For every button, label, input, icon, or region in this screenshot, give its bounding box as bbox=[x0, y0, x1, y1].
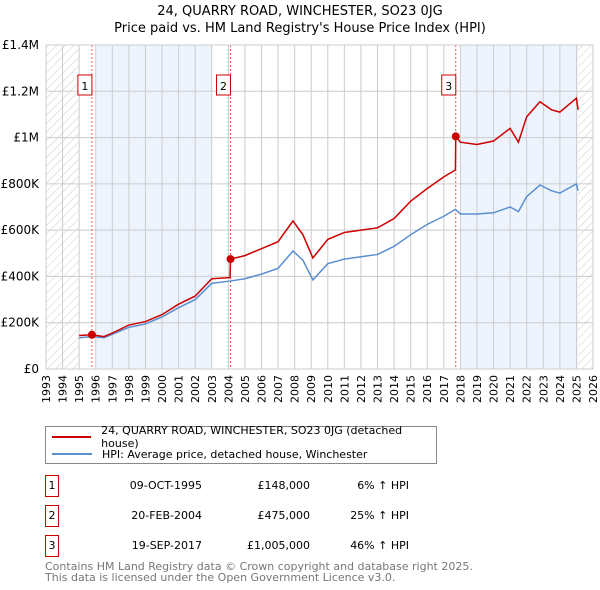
marker-badge: 2 bbox=[45, 505, 59, 527]
shaded-region bbox=[95, 45, 212, 369]
x-tick-label: 2025 bbox=[570, 375, 583, 403]
plot-frame bbox=[45, 44, 594, 370]
x-tick-label: 2003 bbox=[206, 375, 219, 403]
x-tick-label: 2005 bbox=[239, 375, 252, 403]
x-tick-label: 1993 bbox=[40, 375, 53, 403]
x-tick-label: 2014 bbox=[388, 375, 401, 403]
x-tick-label: 2019 bbox=[471, 375, 484, 403]
date: 19-SEP-2017 bbox=[131, 539, 202, 552]
x-tick-label: 2007 bbox=[272, 375, 285, 403]
x-tick-label: 2001 bbox=[173, 375, 186, 403]
legend-item-hpi: HPI: Average price, detached house, Winc… bbox=[52, 446, 367, 462]
x-tick-label: 1999 bbox=[139, 375, 152, 403]
sale-label: 2 bbox=[220, 80, 227, 93]
date: 20-FEB-2004 bbox=[131, 509, 202, 522]
x-tick-label: 2008 bbox=[289, 375, 302, 403]
x-tick-label: 1998 bbox=[123, 375, 136, 403]
x-tick-label: 2021 bbox=[504, 375, 517, 403]
x-tick-label: 2022 bbox=[521, 375, 534, 403]
shaded-region bbox=[460, 45, 579, 369]
legend-label: 24, QUARRY ROAD, WINCHESTER, SO23 0JG (d… bbox=[101, 424, 403, 450]
y-tick-label: £800K bbox=[1, 177, 41, 191]
hpi-diff: 25% ↑ HPI bbox=[350, 509, 409, 522]
x-tick-label: 2010 bbox=[322, 375, 335, 403]
series-line bbox=[79, 182, 579, 339]
x-tick-label: 1996 bbox=[90, 375, 103, 403]
price: £148,000 bbox=[257, 479, 311, 492]
footer-line: Contains HM Land Registry data © Crown c… bbox=[45, 560, 473, 573]
x-tick-label: 2004 bbox=[222, 375, 235, 403]
x-tick-label: 2016 bbox=[421, 375, 434, 403]
y-tick-label: £200K bbox=[1, 316, 41, 330]
y-tick-label: £1.2M bbox=[2, 84, 39, 98]
series-line bbox=[79, 96, 579, 338]
y-tick-label: £1M bbox=[13, 131, 39, 145]
x-tick-label: 2006 bbox=[255, 375, 268, 403]
chart-title: 24, QUARRY ROAD, WINCHESTER, SO23 0JG bbox=[157, 4, 443, 19]
y-tick-label: £1.4M bbox=[2, 38, 39, 52]
price: £1,005,000 bbox=[247, 539, 310, 552]
marker-badge: 3 bbox=[45, 535, 59, 557]
x-tick-label: 2009 bbox=[305, 375, 318, 403]
price-chart: 1993 1994 1995 1996 1997 1998 1999 2000 2001 2002… bbox=[1, 38, 600, 403]
y-tick-label: £400K bbox=[1, 269, 41, 283]
transaction-row: 2 20-FEB-2004 £475,000 25% ↑ HPI bbox=[45, 505, 445, 527]
hatched-region bbox=[578, 45, 593, 369]
sale-point bbox=[451, 132, 460, 141]
legend-item-property: 24, QUARRY ROAD, WINCHESTER, SO23 0JG (d… bbox=[52, 424, 436, 450]
price: £475,000 bbox=[257, 509, 311, 522]
x-tick-label: 2023 bbox=[537, 375, 550, 403]
sale-label-box bbox=[441, 74, 457, 96]
transaction-row: 1 09-OCT-1995 £148,000 6% ↑ HPI bbox=[45, 475, 445, 497]
x-tick-label: 1994 bbox=[57, 375, 70, 403]
transaction-row: 3 19-SEP-2017 £1,005,000 46% ↑ HPI bbox=[45, 535, 445, 557]
x-tick-label: 2000 bbox=[156, 375, 169, 403]
x-tick-label: 2017 bbox=[438, 375, 451, 403]
sale-label-box bbox=[215, 74, 231, 96]
x-tick-label: 2013 bbox=[372, 375, 385, 403]
x-tick-label: 2012 bbox=[355, 375, 368, 403]
x-tick-label: 1995 bbox=[73, 375, 86, 403]
sale-label: 1 bbox=[81, 80, 88, 93]
sale-label-box bbox=[77, 74, 93, 96]
legend-label: HPI: Average price, detached house, Winc… bbox=[102, 447, 368, 461]
x-tick-label: 2018 bbox=[454, 375, 467, 403]
footer-line: This data is licensed under the Open Gov… bbox=[45, 571, 396, 584]
x-tick-label: 2026 bbox=[587, 375, 600, 403]
sale-label: 3 bbox=[445, 80, 452, 93]
footer: Contains HM Land Registry data © Crown c… bbox=[45, 561, 473, 583]
x-tick-label: 1997 bbox=[106, 375, 119, 403]
hpi-diff: 6% ↑ HPI bbox=[357, 479, 409, 492]
x-tick-label: 2024 bbox=[554, 375, 567, 403]
x-tick-label: 2011 bbox=[338, 375, 351, 403]
y-tick-label: £0 bbox=[24, 362, 39, 376]
chart-subtitle: Price paid vs. HM Land Registry's House … bbox=[114, 21, 486, 36]
date: 09-OCT-1995 bbox=[129, 479, 202, 492]
y-tick-label: £600K bbox=[1, 223, 41, 237]
x-tick-label: 2015 bbox=[405, 375, 418, 403]
legend: 24, QUARRY ROAD, WINCHESTER, SO23 0JG (d… bbox=[45, 424, 437, 464]
x-tick-label: 2020 bbox=[488, 375, 501, 403]
sale-point bbox=[226, 255, 235, 264]
x-tick-label: 2002 bbox=[189, 375, 202, 403]
marker-badge: 1 bbox=[45, 475, 59, 497]
hpi-diff: 46% ↑ HPI bbox=[350, 539, 409, 552]
sale-point bbox=[87, 330, 96, 339]
